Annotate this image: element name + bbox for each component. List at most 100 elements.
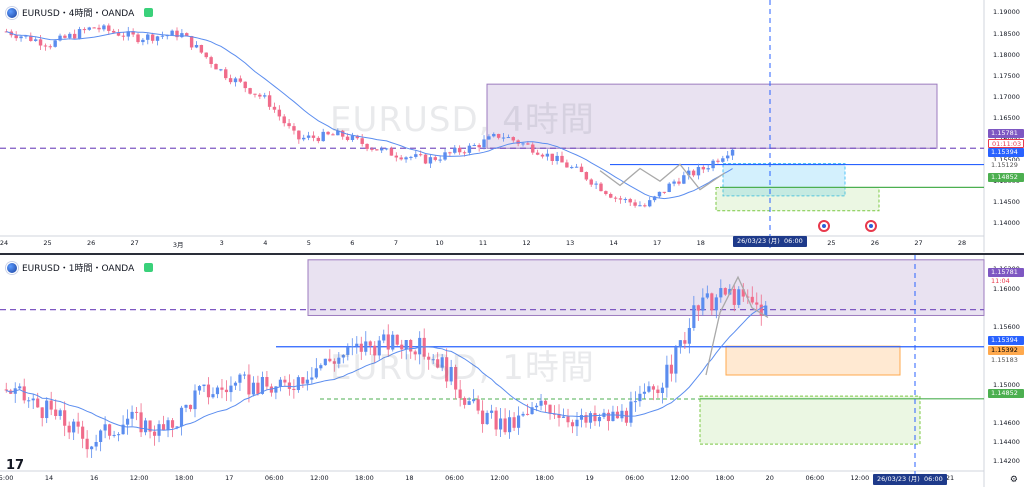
candle-body <box>692 305 696 328</box>
candle-body <box>721 158 725 162</box>
candle-body <box>714 297 718 311</box>
chart-canvas-4h[interactable] <box>0 0 1024 252</box>
time-tick-label: 18:00 <box>715 474 735 482</box>
candle-body <box>111 30 116 33</box>
candle-body <box>90 446 94 450</box>
candle-body <box>535 152 540 155</box>
candle-body <box>404 157 408 160</box>
gear-icon[interactable]: ⚙ <box>1009 475 1018 485</box>
candle-body <box>400 344 404 350</box>
time-tick-label: 15:00 <box>0 474 14 482</box>
watermark-4h: EURUSD, 4時間 <box>330 100 595 140</box>
candle-body <box>711 160 715 169</box>
candle-body <box>224 389 229 393</box>
candle-body <box>193 390 197 410</box>
cursor-date-4h: 26/03/23 (月) <box>737 237 780 245</box>
candle-body <box>238 78 243 82</box>
candle-body <box>414 154 418 157</box>
candle-body <box>732 288 736 305</box>
green-level-tag-4h: 1.14852 <box>988 173 1024 182</box>
candle-body <box>589 179 593 185</box>
candle-body <box>677 181 681 184</box>
candle-body <box>574 166 579 168</box>
candle-body <box>438 159 442 161</box>
candle-body <box>188 404 193 410</box>
candle-body <box>633 202 637 206</box>
chart-pane-4h[interactable]: EURUSD・4時間・OANDA EURUSD, 4時間 1.19000 1.18… <box>0 0 1024 252</box>
candle-body <box>566 416 570 423</box>
candle-body <box>428 157 433 164</box>
candle-body <box>728 288 732 295</box>
candle-body <box>433 157 437 160</box>
candle-body <box>618 198 623 200</box>
candle-body <box>166 420 170 431</box>
candle-body <box>360 138 364 144</box>
candle-body <box>506 137 511 139</box>
countdown-tag-4h: 01:11:03 <box>988 139 1024 148</box>
candle-body <box>521 143 525 145</box>
resistance-zone <box>307 259 985 316</box>
candle-body <box>678 340 682 348</box>
price-tick-label: 1.18000 <box>993 50 1020 59</box>
candle-body <box>287 382 291 389</box>
candle-body <box>629 401 633 423</box>
candle-body <box>604 191 608 195</box>
candle-body <box>597 416 602 422</box>
price-tick-label: 1.16000 <box>990 135 1024 143</box>
time-tick-label: 06:00 <box>625 474 645 482</box>
candle-body <box>656 389 660 394</box>
candle-body <box>302 137 306 140</box>
candle-body <box>68 33 72 38</box>
candle-body <box>211 394 215 398</box>
candle-body <box>404 339 408 350</box>
candle-body <box>258 94 262 97</box>
economic-event-icon[interactable] <box>865 220 877 232</box>
candle-body <box>418 337 422 355</box>
candle-body <box>657 191 662 197</box>
symbol-header-1h[interactable]: EURUSD・1時間・OANDA <box>6 261 154 274</box>
market-open-icon <box>144 8 154 17</box>
candle-body <box>651 386 655 390</box>
candle-body <box>501 137 506 139</box>
chart-canvas-1h[interactable] <box>0 255 1024 487</box>
candle-body <box>202 384 206 387</box>
candle-body <box>449 366 453 382</box>
candle-body <box>248 88 252 94</box>
chart-pane-1h[interactable]: EURUSD・1時間・OANDA EURUSD, 1時間 1.162001.16… <box>0 253 1024 487</box>
candle-body <box>476 399 480 411</box>
time-tick-label: 4 <box>263 239 268 247</box>
candle-body <box>730 149 735 156</box>
candle-body <box>341 354 345 358</box>
price-tick-label: 1.17000 <box>993 92 1020 101</box>
candle-body <box>18 386 22 389</box>
candle-body <box>560 155 564 163</box>
symbol-label-1h[interactable]: EURUSD・1時間・OANDA <box>22 264 135 274</box>
price-tick-label: 1.17500 <box>993 71 1020 80</box>
time-tick-label: 27 <box>130 239 139 247</box>
time-tick-label: 20 <box>765 474 774 482</box>
candle-body <box>247 374 251 395</box>
price-tick-label: 1.15500 <box>990 156 1024 164</box>
support-zone-green <box>715 186 880 212</box>
candle-body <box>492 133 496 137</box>
eu-flag-icon <box>6 261 18 274</box>
candle-body <box>355 343 359 347</box>
candle-body <box>750 296 754 303</box>
candle-body <box>22 386 26 401</box>
symbol-label-4h[interactable]: EURUSD・4時間・OANDA <box>22 9 135 19</box>
support-zone-green <box>699 395 921 445</box>
time-tick-label: 21 <box>945 474 955 482</box>
candle-body <box>503 418 507 433</box>
symbol-header-4h[interactable]: EURUSD・4時間・OANDA <box>6 6 154 19</box>
candle-body <box>395 334 399 345</box>
tradingview-logo-icon[interactable]: 17 <box>6 458 25 473</box>
candle-body <box>219 69 223 71</box>
candle-body <box>220 387 224 390</box>
candle-body <box>148 420 152 432</box>
economic-event-icon[interactable] <box>818 220 830 232</box>
candle-body <box>292 126 296 131</box>
candle-body <box>224 69 228 79</box>
candle-body <box>487 136 491 140</box>
candle-body <box>548 404 552 414</box>
time-tick-label: 5 <box>306 239 311 247</box>
